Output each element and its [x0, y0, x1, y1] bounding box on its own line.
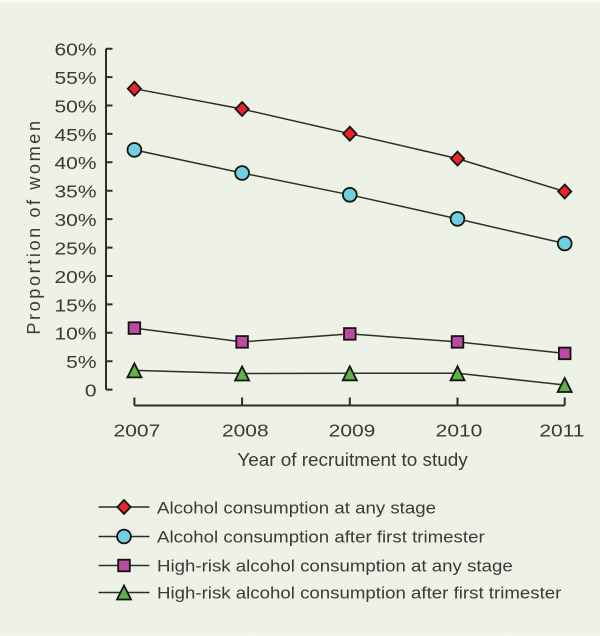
svg-text:10%: 10%	[55, 325, 97, 344]
svg-text:55%: 55%	[55, 70, 97, 89]
svg-text:High-risk alcohol consumption: High-risk alcohol consumption at any sta…	[157, 557, 513, 576]
svg-text:2008: 2008	[222, 422, 269, 441]
svg-text:35%: 35%	[55, 183, 97, 202]
svg-text:5%: 5%	[66, 354, 96, 373]
svg-text:15%: 15%	[55, 297, 97, 316]
svg-text:60%: 60%	[55, 41, 97, 60]
svg-text:2011: 2011	[539, 422, 584, 441]
svg-text:25%: 25%	[55, 240, 97, 259]
svg-text:0: 0	[85, 382, 97, 401]
svg-text:High-risk alcohol consumption: High-risk alcohol consumption after firs…	[157, 584, 562, 603]
svg-text:2009: 2009	[329, 422, 376, 441]
svg-text:2010: 2010	[436, 422, 483, 441]
svg-text:50%: 50%	[55, 98, 97, 117]
svg-text:2007: 2007	[114, 422, 161, 441]
svg-text:30%: 30%	[55, 212, 97, 231]
svg-text:20%: 20%	[55, 268, 97, 287]
svg-text:Alcohol consumption at any sta: Alcohol consumption at any stage	[157, 499, 436, 518]
svg-text:40%: 40%	[55, 155, 97, 174]
svg-text:Year of recruitment to study: Year of recruitment to study	[237, 450, 468, 471]
svg-text:45%: 45%	[55, 126, 97, 145]
svg-text:Proportion of women: Proportion of women	[24, 118, 44, 334]
svg-text:Alcohol consumption after firs: Alcohol consumption after first trimeste…	[157, 528, 485, 547]
